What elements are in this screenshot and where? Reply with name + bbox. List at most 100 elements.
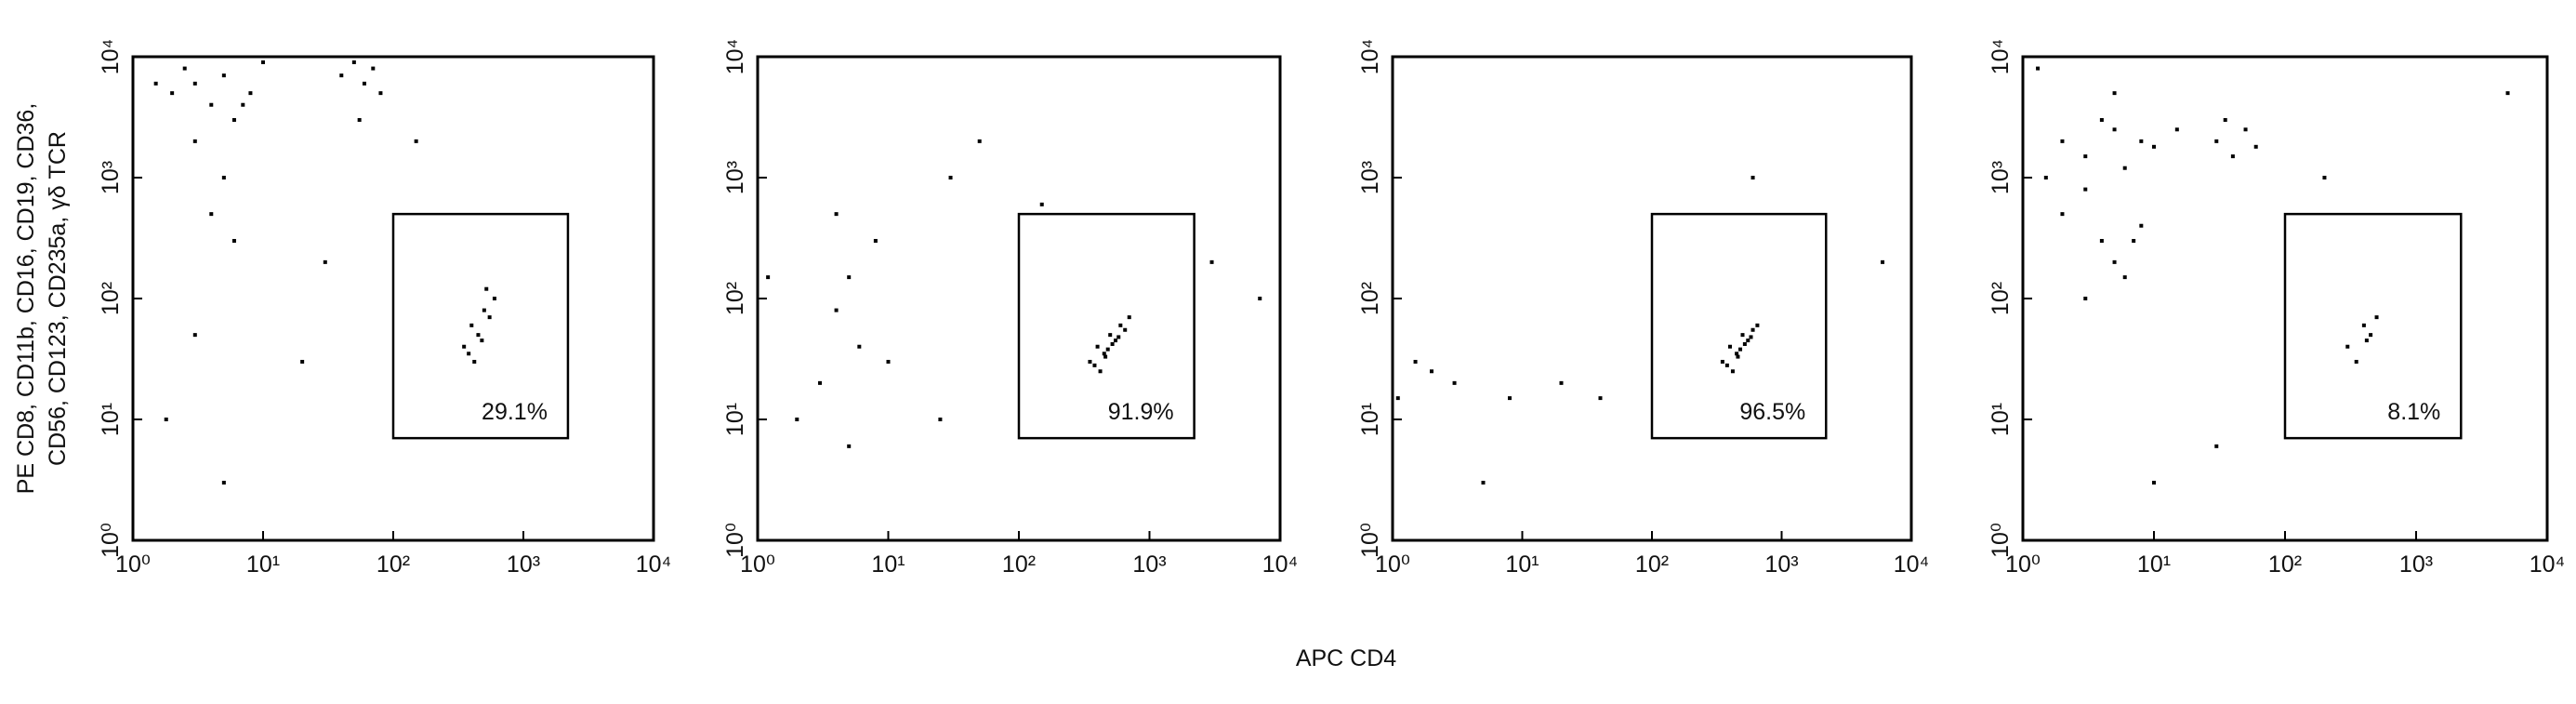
dot: [209, 102, 214, 107]
x-tick-label: 10¹: [871, 551, 905, 578]
dot: [1755, 323, 1760, 327]
x-tick-label: 10²: [1635, 551, 1669, 578]
dot: [2364, 339, 2369, 343]
gate-percentage: 91.9%: [1108, 399, 1174, 425]
dot: [2043, 176, 2048, 179]
x-tick-label: 10⁰: [1375, 551, 1410, 578]
dot: [231, 117, 236, 122]
dot: [1258, 297, 1262, 300]
dot: [182, 66, 187, 71]
dot: [472, 359, 477, 364]
dot: [2132, 238, 2136, 243]
x-axis-label: APC CD4: [1296, 645, 1396, 671]
dot: [339, 73, 344, 78]
dot: [1413, 359, 1418, 364]
dot: [487, 315, 492, 320]
dot: [834, 308, 839, 312]
dot: [1127, 315, 1131, 320]
y-axis-label: CD56, CD123, CD235a, γδ TCR: [45, 131, 71, 466]
dot: [2112, 127, 2117, 132]
dot: [2112, 259, 2117, 264]
y-tick-label: 10³: [98, 161, 124, 194]
dot: [2152, 144, 2156, 149]
dot: [2083, 187, 2088, 192]
dot: [1881, 259, 1885, 264]
x-tick-label: 10⁰: [740, 551, 775, 578]
dot: [1746, 339, 1750, 343]
dot: [2369, 333, 2373, 338]
dot: [1039, 202, 1044, 206]
dot: [1102, 352, 1106, 356]
dot: [1738, 347, 1743, 352]
dot: [2230, 154, 2235, 159]
dot: [795, 418, 799, 421]
dot: [1092, 363, 1097, 367]
dot: [1095, 344, 1100, 349]
dot: [1452, 380, 1457, 385]
dot: [2139, 139, 2144, 143]
dot: [2253, 144, 2258, 149]
dot: [1209, 259, 1214, 264]
dot: [1088, 359, 1092, 364]
dot: [351, 60, 356, 64]
dot: [2174, 127, 2179, 132]
y-tick-label: 10²: [1988, 282, 2014, 315]
x-tick-label: 10⁴: [1894, 551, 1930, 578]
dot: [2122, 275, 2127, 280]
dot: [2083, 154, 2088, 159]
x-tick-label: 10¹: [1505, 551, 1539, 578]
x-tick-label: 10³: [1764, 551, 1798, 578]
dot: [480, 339, 484, 343]
dot: [209, 212, 214, 217]
x-tick-label: 10²: [2268, 551, 2302, 578]
dot: [467, 352, 471, 356]
dot: [492, 297, 496, 300]
dot: [977, 139, 982, 143]
dot: [482, 308, 486, 312]
dot: [1749, 335, 1753, 339]
dot: [1735, 352, 1739, 356]
dot: [1730, 369, 1735, 374]
dot: [192, 139, 197, 143]
x-tick-label: 10²: [1002, 551, 1036, 578]
dot: [938, 418, 943, 421]
dot: [1559, 380, 1564, 385]
y-tick-label: 10¹: [1988, 403, 2014, 436]
dot: [248, 91, 253, 96]
dot: [818, 380, 823, 385]
dot: [414, 139, 418, 143]
gate: [391, 212, 570, 440]
y-tick-label: 10²: [1357, 282, 1383, 315]
dot: [2214, 444, 2219, 448]
x-tick-label: 10⁴: [1262, 551, 1299, 578]
y-tick-label: 10¹: [1357, 403, 1383, 436]
dot: [1598, 396, 1603, 401]
dot: [2345, 344, 2350, 349]
dot: [1118, 323, 1123, 327]
x-tick-label: 10⁴: [636, 551, 672, 578]
dot: [948, 176, 953, 179]
dot: [300, 359, 305, 364]
dot: [1740, 333, 1745, 338]
x-tick-label: 10³: [507, 551, 540, 578]
dot: [2361, 323, 2366, 327]
dot: [2322, 176, 2327, 179]
dot: [1114, 339, 1118, 343]
dot: [164, 418, 168, 421]
dot: [2099, 238, 2104, 243]
dot: [357, 117, 362, 122]
dot: [462, 344, 467, 349]
dot: [261, 60, 265, 64]
dot: [2099, 117, 2104, 122]
gate: [2283, 212, 2463, 440]
dot: [192, 333, 197, 338]
y-tick-label: 10³: [1357, 161, 1383, 194]
y-axis-label: PE CD8, CD11b, CD16, CD19, CD36,: [13, 103, 39, 495]
dot: [847, 275, 852, 280]
dot: [323, 259, 327, 264]
dot: [2354, 359, 2358, 364]
dot: [1103, 354, 1108, 359]
dot: [834, 212, 839, 217]
dot: [170, 91, 175, 96]
